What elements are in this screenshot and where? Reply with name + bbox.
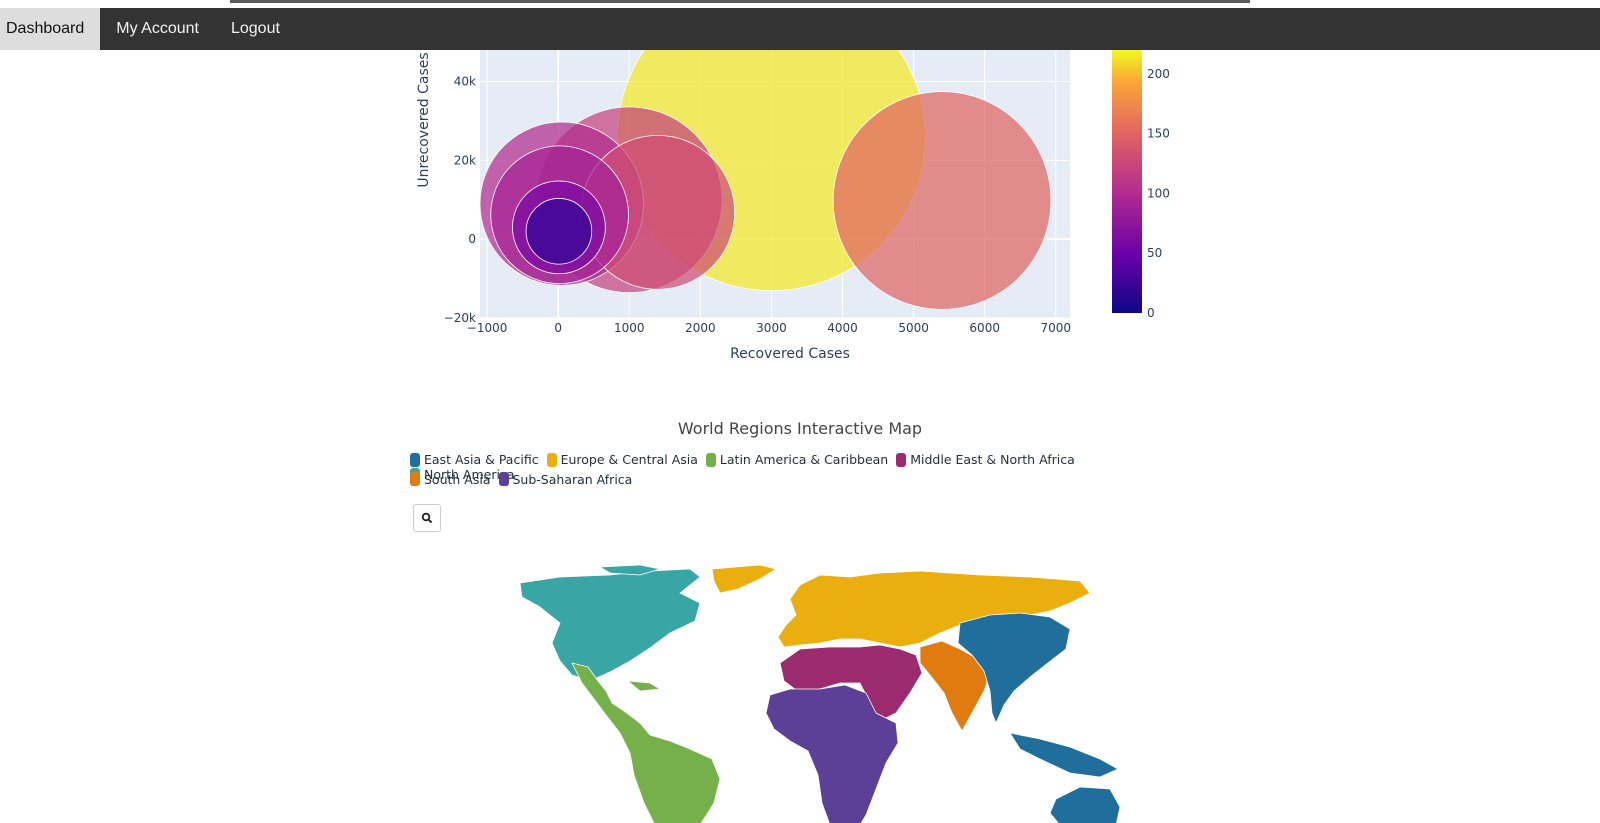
x-tick-label: −1000 (467, 321, 508, 335)
legend-item-middle-east-north-africa[interactable]: Middle East & North Africa (896, 452, 1075, 467)
legend-swatch (896, 452, 907, 467)
nav-my-account-link[interactable]: My Account (116, 20, 199, 37)
map-region-caribbean[interactable] (627, 680, 661, 692)
bubble-point[interactable] (832, 91, 1052, 310)
legend-swatch (410, 452, 420, 467)
legend-item-europe-central-asia[interactable]: Europe & Central Asia (546, 452, 698, 467)
y-tick-label: 40k (454, 75, 476, 89)
bubble-chart[interactable]: −1000 0 1000 2000 3000 4000 5000 6000 7000 −20k0… (0, 0, 1600, 400)
bubble-point[interactable] (525, 198, 593, 265)
map-region-greenland[interactable] (711, 564, 777, 594)
legend-swatch (546, 452, 557, 467)
x-tick-label: 5000 (898, 321, 929, 335)
legend-item-south-asia[interactable]: South Asia (410, 472, 491, 487)
legend-item-sub-saharan-africa[interactable]: Sub-Saharan Africa (498, 471, 633, 487)
legend-swatch (705, 452, 716, 467)
colorbar (1112, 50, 1142, 313)
map-region-east-asia-pacific[interactable] (957, 612, 1071, 724)
x-axis-label: Recovered Cases (730, 346, 850, 362)
map-region-north-america-islands[interactable] (599, 564, 661, 576)
legend-label: South Asia (424, 471, 491, 487)
colorbar-tick-label: 0 (1147, 306, 1155, 320)
map-region-latin-america[interactable] (571, 662, 721, 823)
map-region-australia[interactable] (1049, 786, 1121, 823)
search-icon (421, 512, 433, 524)
legend-label: East Asia & Pacific (424, 452, 539, 467)
nav-logout-link[interactable]: Logout (230, 20, 280, 37)
legend-item-latin-america-caribbean[interactable]: Latin America & Caribbean (705, 452, 889, 467)
colorbar-tick-label: 150 (1147, 127, 1170, 141)
y-axis-label: Unrecovered Cases (416, 52, 432, 187)
colorbar-ticks: 0 50 100 150 200 (1147, 67, 1170, 320)
map-region-south-asia[interactable] (919, 640, 991, 732)
window-top-edge (230, 0, 1250, 3)
y-tick-label: 0 (468, 232, 476, 246)
x-tick-label: 3000 (756, 321, 787, 335)
legend-item-east-asia-pacific[interactable]: East Asia & Pacific (410, 452, 539, 467)
colorbar-tick-label: 50 (1147, 246, 1162, 260)
x-tick-label: 6000 (969, 321, 1000, 335)
legend-label: North America (424, 467, 515, 482)
colorbar-tick-label: 100 (1147, 186, 1170, 200)
y-tick-label: −20k (444, 311, 476, 325)
nav-dashboard-link[interactable]: Dashboard (0, 8, 101, 50)
x-tick-label: 0 (554, 321, 562, 335)
bubble-layer (480, 50, 1052, 310)
map-region-southeast-asia[interactable] (1009, 732, 1119, 778)
x-axis-ticks: −1000 0 1000 2000 3000 4000 5000 6000 7000 (467, 321, 1071, 335)
colorbar-tick-label: 200 (1147, 67, 1170, 81)
legend-label: Sub-Saharan Africa (512, 471, 633, 487)
map-title: World Regions Interactive Map (677, 419, 923, 438)
legend-label: Middle East & North Africa (910, 452, 1075, 467)
y-tick-label: 20k (454, 153, 476, 167)
legend-label: Latin America & Caribbean (719, 452, 889, 467)
map-search-button[interactable] (413, 504, 441, 532)
x-tick-label: 7000 (1041, 321, 1072, 335)
top-navbar: Dashboard My Account Logout (0, 8, 1600, 50)
map-legend: East Asia & Pacific Europe & Central Asi… (410, 452, 1140, 488)
world-map[interactable] (0, 563, 1600, 823)
legend-label: Europe & Central Asia (560, 452, 698, 467)
y-axis-ticks: −20k 0 20k 40k (444, 75, 476, 325)
x-tick-label: 1000 (614, 321, 645, 335)
map-region-north-america[interactable] (519, 568, 701, 682)
map-region-sub-saharan-africa[interactable] (765, 684, 899, 823)
legend-swatch (410, 472, 420, 486)
legend-swatch (498, 472, 509, 486)
x-tick-label: 2000 (685, 321, 716, 335)
x-tick-label: 4000 (827, 321, 858, 335)
